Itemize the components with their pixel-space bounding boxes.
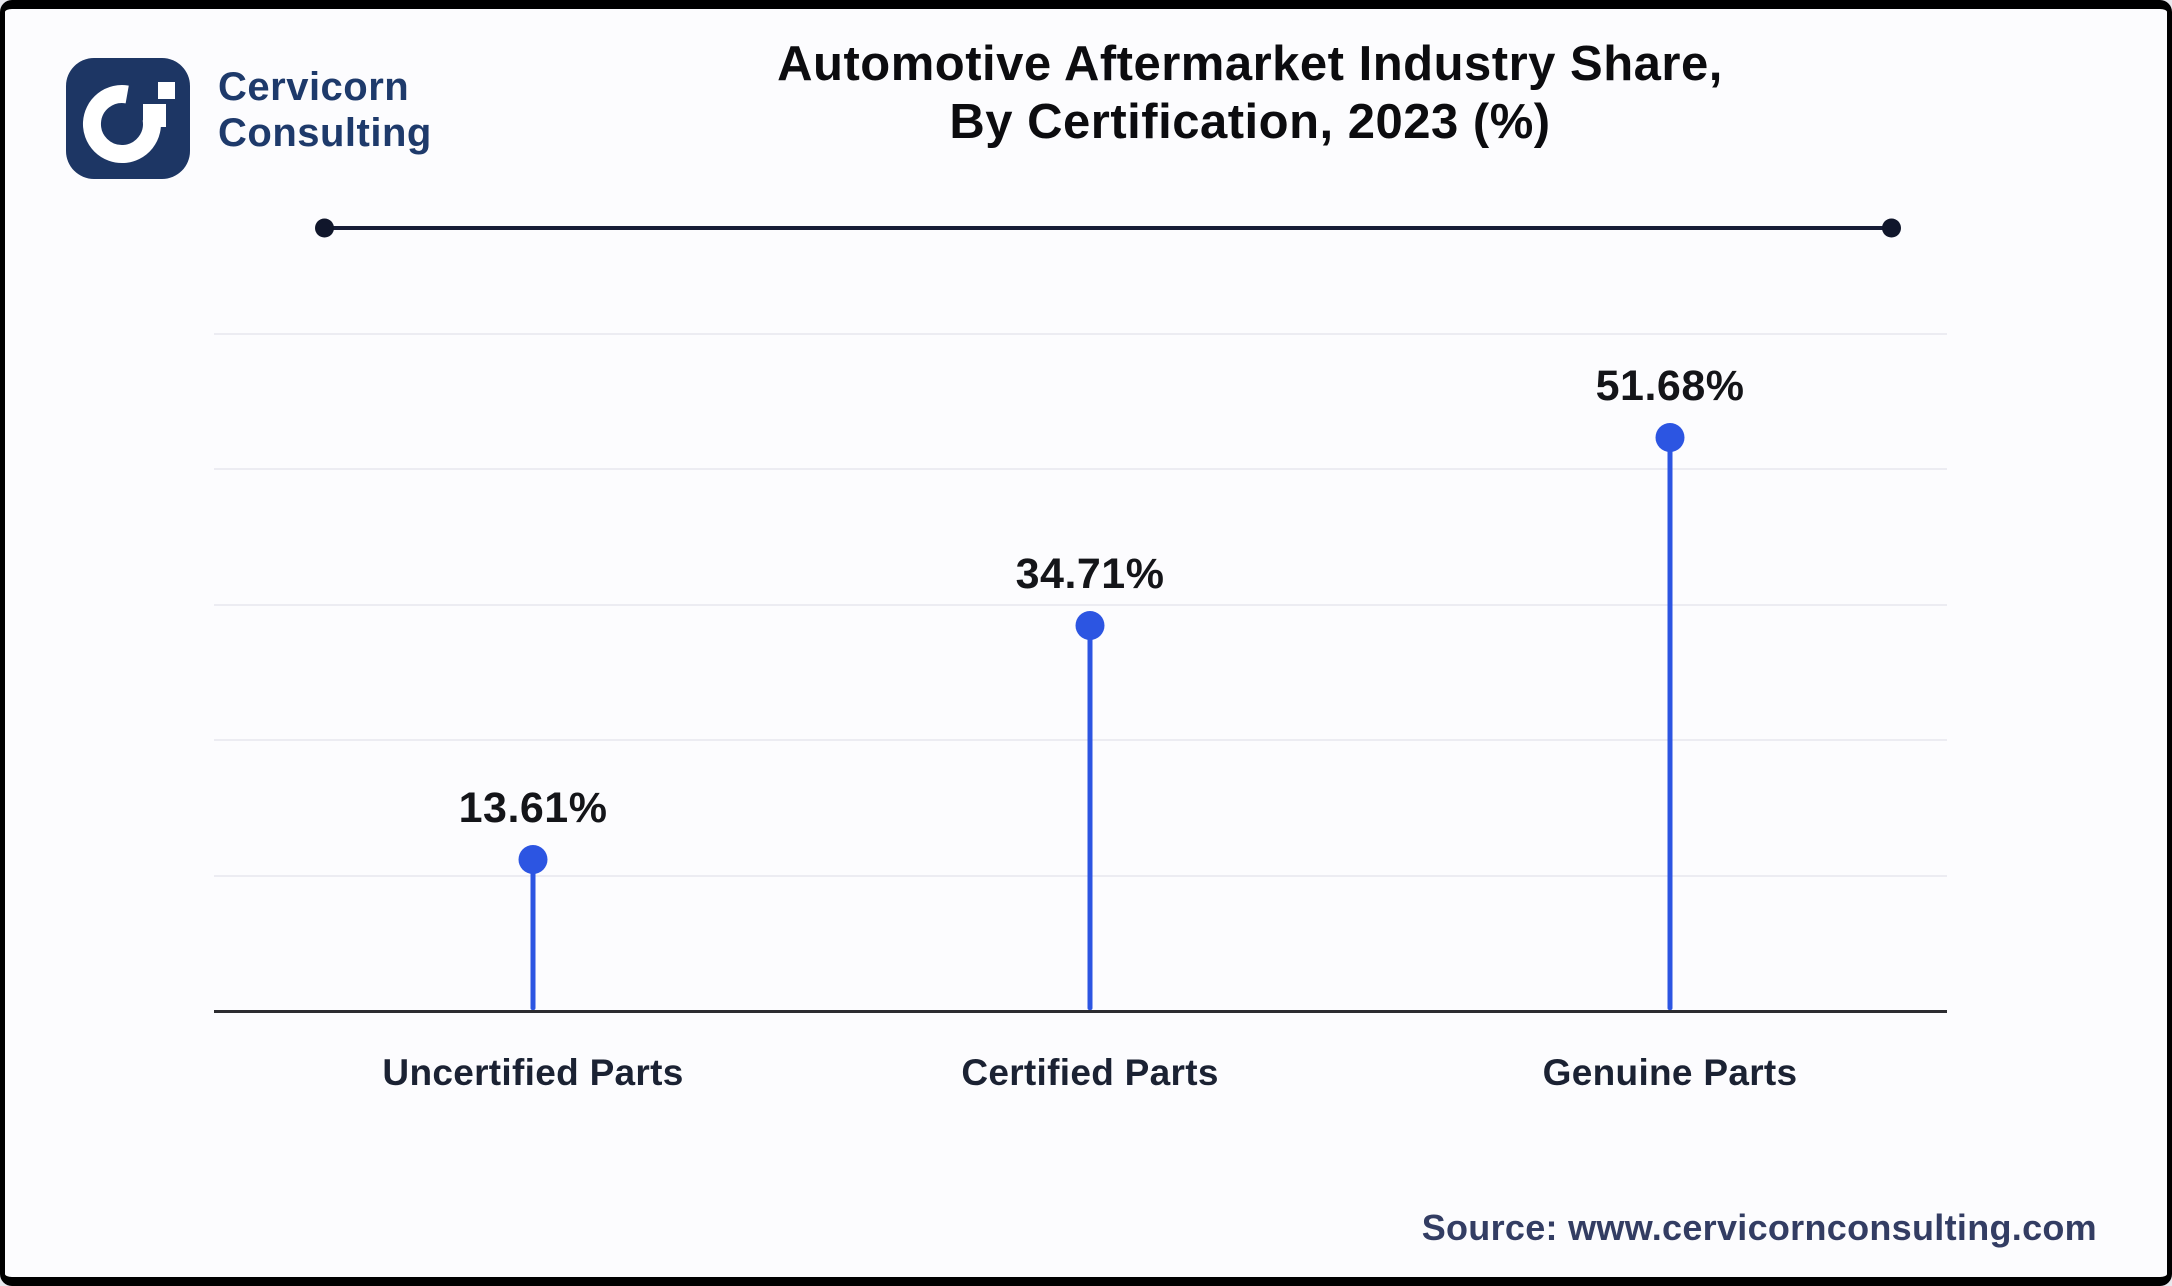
title-divider (315, 218, 1901, 238)
brand-name-line1: Cervicorn (218, 65, 410, 109)
source-text: Source: www.cervicornconsulting.com (1421, 1207, 2097, 1248)
brand-logo: Cervicorn Consulting (66, 58, 432, 179)
cervicorn-logo-icon (66, 58, 190, 179)
lollipop-stem (530, 859, 536, 1010)
divider-right-dot-icon (1882, 218, 1901, 238)
lollipop-stem (1667, 437, 1673, 1010)
lollipop-marker-dot (1075, 610, 1105, 640)
gridline (214, 333, 1947, 335)
value-label: 13.61% (458, 784, 608, 833)
lollipop-marker-dot (518, 844, 548, 874)
gridline (214, 739, 1947, 742)
category-label: Uncertified Parts (382, 1052, 684, 1093)
category-label: Certified Parts (961, 1052, 1219, 1093)
gridline (214, 468, 1947, 471)
gridline (214, 874, 1947, 877)
chart-title: Automotive Aftermarket Industry Share, B… (565, 35, 1935, 151)
category-label: Genuine Parts (1542, 1052, 1798, 1093)
lollipop-marker-dot (1655, 422, 1685, 452)
brand-name: Cervicorn Consulting (218, 64, 432, 156)
lollipop-chart: 13.61% Uncertified Parts 34.71% Certified P… (214, 333, 1947, 1093)
divider-left-dot-icon (315, 218, 334, 238)
chart-title-line1: Automotive Aftermarket Industry Share, (777, 37, 1723, 91)
gridline (214, 603, 1947, 606)
chart-title-line2: By Certification, 2023 (%) (949, 95, 1551, 149)
value-label: 51.68% (1595, 362, 1745, 411)
lollipop-stem (1087, 625, 1093, 1010)
value-label: 34.71% (1015, 550, 1165, 599)
brand-name-line2: Consulting (218, 111, 432, 155)
